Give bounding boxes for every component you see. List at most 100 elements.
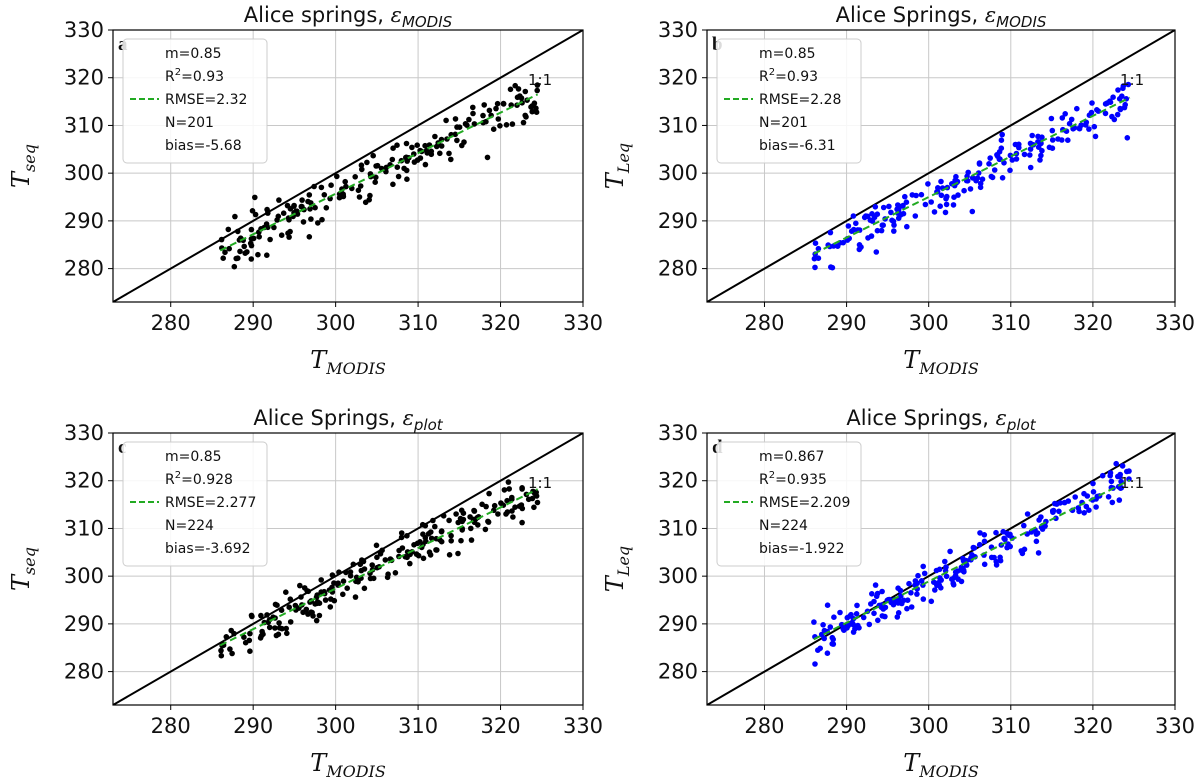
x-tick-label: 330 (563, 311, 603, 335)
data-point (829, 264, 836, 271)
data-point (404, 176, 410, 182)
data-point (366, 197, 373, 203)
data-point (1021, 151, 1028, 158)
data-point (327, 195, 333, 202)
panel-letter: c (118, 437, 126, 458)
data-point (1050, 507, 1057, 514)
data-point (218, 652, 225, 659)
data-point (321, 588, 328, 595)
data-point (1037, 157, 1043, 163)
data-point (1013, 156, 1020, 162)
data-point (975, 170, 982, 176)
data-point (880, 204, 887, 211)
legend-rmse: RMSE=2.28 (759, 92, 841, 108)
data-point (248, 226, 255, 233)
data-point (448, 532, 454, 539)
y-tick-label: 280 (64, 257, 104, 281)
data-point (494, 100, 501, 107)
data-point (967, 186, 974, 192)
y-tick-label: 310 (658, 516, 698, 540)
fit-line (813, 479, 1131, 641)
legend-n: N=224 (165, 518, 214, 534)
y-tick-label: 280 (64, 660, 104, 684)
data-point (432, 523, 438, 530)
data-point (958, 578, 965, 585)
data-point (869, 591, 875, 597)
data-point (1092, 133, 1099, 140)
data-point (997, 557, 1004, 564)
data-point (247, 240, 254, 247)
data-point (313, 617, 320, 624)
data-point (398, 530, 405, 536)
data-point (218, 647, 224, 654)
x-tick-label: 310 (398, 714, 438, 738)
data-point (227, 646, 233, 652)
data-point (1038, 152, 1044, 159)
data-point (343, 183, 349, 190)
data-point (811, 619, 817, 625)
data-point (518, 95, 525, 101)
data-point (274, 217, 280, 223)
data-point (467, 514, 473, 520)
data-point (314, 600, 321, 607)
data-point (318, 577, 325, 583)
data-point (1081, 510, 1087, 516)
data-point (902, 193, 908, 200)
legend-rmse: RMSE=2.32 (165, 92, 247, 108)
data-point (827, 229, 834, 236)
data-point (259, 628, 265, 635)
legend-rmse: RMSE=2.209 (759, 495, 850, 511)
data-point (925, 181, 931, 187)
data-point (374, 564, 380, 571)
identity-label: 1:1 (528, 71, 552, 89)
data-point (827, 624, 834, 630)
data-point (231, 263, 238, 270)
data-point (824, 650, 831, 656)
data-point (361, 566, 368, 572)
data-point (323, 205, 330, 211)
identity-label: 1:1 (1120, 71, 1144, 89)
data-point (891, 228, 897, 234)
data-point (291, 203, 297, 209)
data-point (812, 240, 819, 246)
y-axis-label: Tseq (7, 547, 39, 591)
data-point (484, 154, 491, 161)
data-point (322, 597, 329, 603)
data-point (953, 173, 959, 180)
data-point (1007, 167, 1013, 174)
data-point (1111, 116, 1118, 123)
data-point (904, 605, 910, 612)
data-point (228, 627, 234, 634)
legend-n: N=201 (165, 115, 214, 131)
data-point (359, 557, 365, 563)
data-point (1126, 476, 1132, 482)
data-point (409, 144, 415, 151)
data-point (258, 612, 264, 619)
legend-box (716, 38, 862, 164)
y-tick-label: 290 (658, 209, 698, 233)
data-point (1038, 514, 1044, 520)
data-point (1048, 115, 1055, 122)
data-point (942, 558, 948, 565)
data-point (1122, 101, 1128, 108)
data-point (932, 587, 938, 593)
data-point (851, 226, 857, 233)
data-point (390, 145, 396, 151)
data-point (343, 569, 349, 576)
data-point (403, 140, 410, 147)
data-point (534, 499, 541, 506)
data-point (273, 632, 280, 639)
data-point (342, 178, 349, 185)
data-point (934, 582, 940, 589)
data-point (879, 588, 885, 595)
data-point (1107, 472, 1113, 479)
data-point (872, 582, 879, 588)
y-tick-label: 300 (658, 161, 698, 185)
legend-slope: m=0.85 (165, 449, 222, 465)
legend-n: N=201 (759, 115, 808, 131)
y-tick-label: 330 (658, 18, 698, 42)
legend-r2: R2=0.93 (759, 67, 818, 85)
data-point (249, 613, 255, 620)
data-point (417, 155, 424, 161)
data-point (361, 585, 368, 592)
